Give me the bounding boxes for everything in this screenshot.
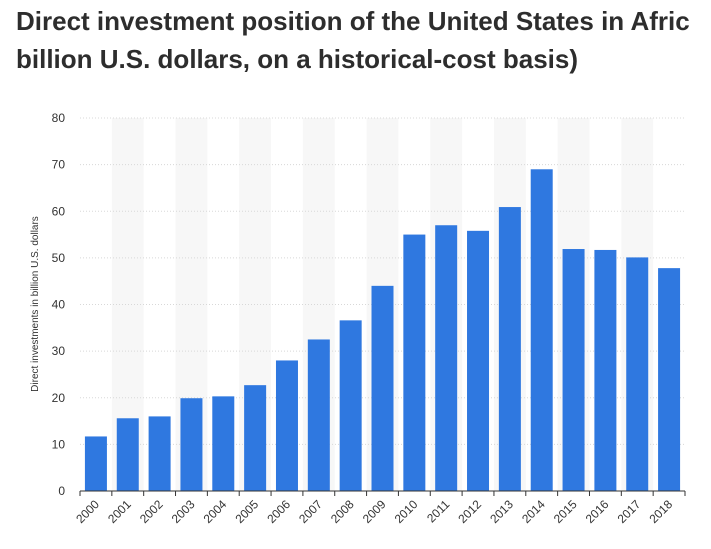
bar-2012[interactable] bbox=[467, 230, 490, 491]
y-tick-label: 50 bbox=[52, 251, 66, 265]
bar-2004[interactable] bbox=[212, 396, 235, 491]
bar-2008[interactable] bbox=[339, 320, 362, 491]
x-tick-label: 2015 bbox=[551, 497, 580, 526]
bar-2015[interactable] bbox=[562, 249, 585, 491]
bar-2017[interactable] bbox=[626, 257, 649, 491]
bar-2014[interactable] bbox=[530, 169, 553, 491]
bar-2000[interactable] bbox=[84, 436, 107, 491]
bar-2009[interactable] bbox=[371, 285, 394, 491]
x-tick-label: 2007 bbox=[296, 497, 325, 526]
x-tick-label: 2016 bbox=[583, 497, 612, 526]
x-tick-label: 2009 bbox=[360, 497, 389, 526]
x-tick-label: 2005 bbox=[232, 497, 261, 526]
bar-2002[interactable] bbox=[148, 416, 171, 491]
chart-title-line-1: Direct investment position of the United… bbox=[16, 6, 690, 36]
bar-2007[interactable] bbox=[307, 339, 330, 491]
y-tick-label: 10 bbox=[52, 437, 66, 451]
x-tick-label: 2010 bbox=[392, 497, 421, 526]
y-tick-label: 20 bbox=[52, 391, 66, 405]
y-axis-label: Direct investments in billion U.S. dolla… bbox=[30, 216, 41, 392]
bar-2006[interactable] bbox=[275, 360, 298, 491]
x-tick-label: 2017 bbox=[615, 497, 644, 526]
x-tick-label: 2018 bbox=[646, 497, 675, 526]
x-tick-label: 2006 bbox=[264, 497, 293, 526]
bar-2013[interactable] bbox=[498, 207, 521, 491]
y-tick-label: 60 bbox=[52, 204, 66, 218]
x-tick-label: 2013 bbox=[487, 497, 516, 526]
x-tick-label: 2002 bbox=[137, 497, 166, 526]
bar-2003[interactable] bbox=[180, 398, 203, 491]
y-tick-label: 70 bbox=[52, 158, 66, 172]
y-tick-label: 0 bbox=[58, 484, 65, 498]
y-tick-label: 40 bbox=[52, 298, 66, 312]
x-tick-label: 2001 bbox=[105, 497, 134, 526]
y-axis-ticks: 0 10 20 30 40 50 60 70 80 bbox=[52, 111, 66, 498]
bar-2010[interactable] bbox=[403, 234, 426, 491]
bar-2018[interactable] bbox=[658, 268, 681, 491]
bars bbox=[84, 169, 681, 492]
bar-2005[interactable] bbox=[244, 385, 267, 491]
x-tick-label: 2000 bbox=[73, 497, 102, 526]
x-tick-label: 2008 bbox=[328, 497, 357, 526]
bar-2011[interactable] bbox=[435, 225, 458, 492]
chart-title: Direct investment position of the United… bbox=[16, 2, 711, 78]
x-tick-label: 2014 bbox=[519, 497, 548, 526]
x-tick-label: 2003 bbox=[169, 497, 198, 526]
chart-title-line-2: billion U.S. dollars, on a historical-co… bbox=[16, 44, 578, 74]
x-tick-label: 2004 bbox=[201, 497, 230, 526]
y-tick-label: 30 bbox=[52, 344, 66, 358]
y-tick-label: 80 bbox=[52, 111, 66, 125]
x-tick-label: 2012 bbox=[455, 497, 484, 526]
x-tick-label: 2011 bbox=[424, 497, 452, 525]
bar-2016[interactable] bbox=[594, 249, 617, 491]
x-axis-ticks: 2000 2001 2002 2003 2004 2005 2006 2007 2008 2009… bbox=[73, 491, 686, 526]
bar-2001[interactable] bbox=[116, 418, 139, 491]
